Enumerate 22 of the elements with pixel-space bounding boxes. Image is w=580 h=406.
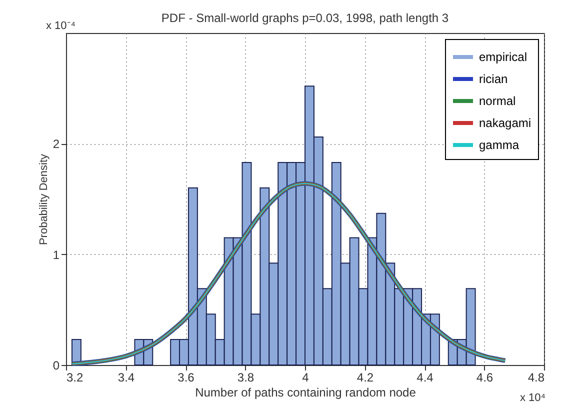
y-tick-label: 2: [52, 137, 60, 152]
text: x 10⁻⁴: [46, 20, 76, 32]
legend-label: normal: [479, 94, 516, 108]
x-axis-title: Number of paths containing random node: [195, 386, 416, 400]
y-axis-title: Probability Density: [38, 153, 50, 246]
y-tick-label: 1: [52, 248, 60, 262]
legend-label: gamma: [479, 138, 520, 152]
x-tick-label: 4: [302, 370, 310, 384]
chart-title: PDF - Small-world graphs p=0.03, 1998, path length 3: [161, 11, 449, 25]
x-tick-label: 3.2: [66, 370, 84, 384]
x-tick-label: 4.2: [356, 370, 374, 384]
x-tick-label: 3.8: [237, 370, 254, 384]
legend-label: empirical: [479, 50, 528, 64]
x-tick-label: 3.6: [178, 370, 195, 384]
legend-label: rician: [479, 72, 508, 86]
x-tick-label: 4.4: [416, 370, 434, 384]
x-tick-label: 3.4: [118, 370, 135, 384]
legend-label: nakagami: [479, 116, 532, 130]
x-tick-label: 4.6: [476, 370, 494, 384]
y-tick-label: 0: [52, 358, 60, 372]
text: x 10⁴: [520, 392, 546, 404]
x-tick-label: 4.8: [528, 370, 545, 384]
